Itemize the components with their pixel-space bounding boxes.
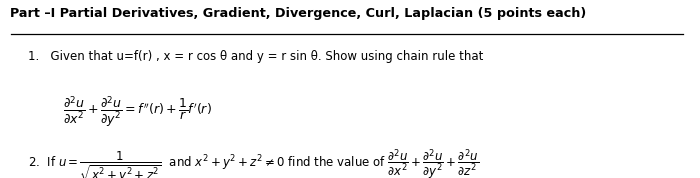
Text: Part –I Partial Derivatives, Gradient, Divergence, Curl, Laplacian (5 points eac: Part –I Partial Derivatives, Gradient, D… [10, 7, 587, 20]
Text: 2.  If $u = \dfrac{1}{\sqrt{x^2+y^2+z^2}}$  and $x^2+y^2+z^2 \neq 0$ find the va: 2. If $u = \dfrac{1}{\sqrt{x^2+y^2+z^2}}… [28, 148, 479, 178]
Text: $\dfrac{\partial^2 u}{\partial x^2} + \dfrac{\partial^2 u}{\partial y^2} = f''(r: $\dfrac{\partial^2 u}{\partial x^2} + \d… [63, 94, 212, 129]
Text: 1.   Given that u=f(r) , x = r cos θ and y = r sin θ. Show using chain rule that: 1. Given that u=f(r) , x = r cos θ and y… [28, 50, 484, 63]
